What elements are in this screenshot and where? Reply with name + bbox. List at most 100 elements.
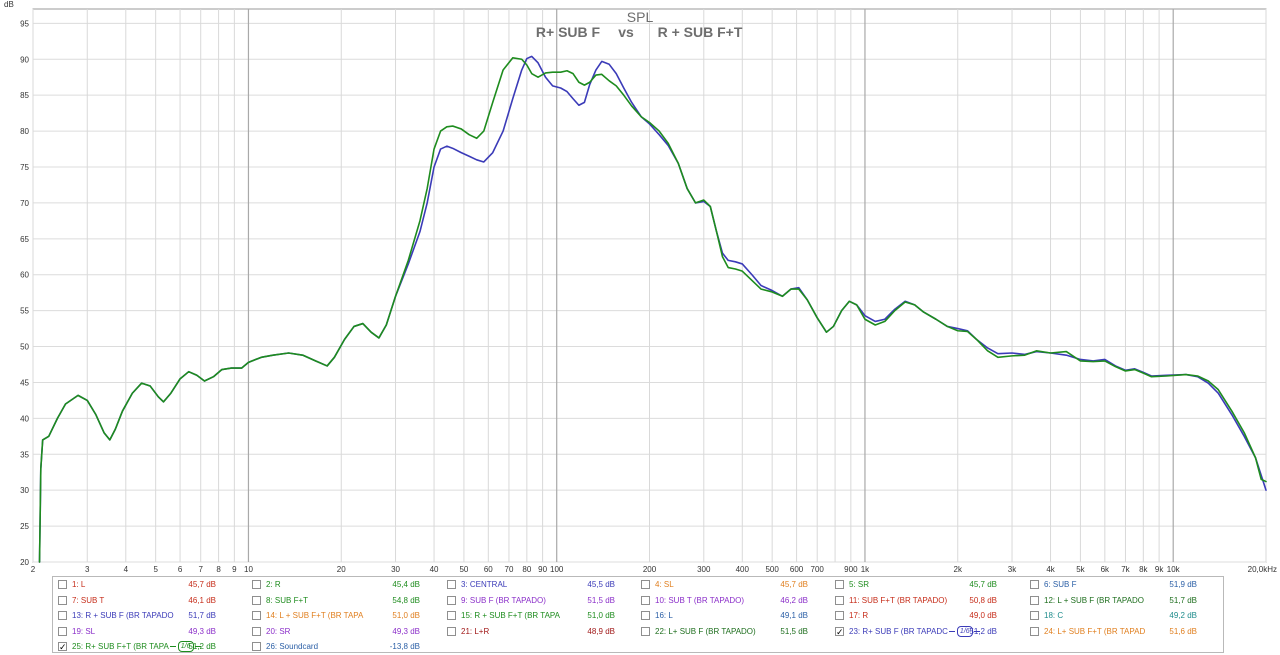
y-tick-label: 35 <box>20 450 29 459</box>
legend-checkbox[interactable] <box>447 595 456 605</box>
legend-checkbox[interactable]: ✓ <box>835 626 844 637</box>
x-tick-label: 500 <box>765 565 779 574</box>
legend-item[interactable]: 10: SUB T (BR TAPADO) 46,2 dB <box>641 594 831 608</box>
legend-checkbox[interactable] <box>447 611 456 620</box>
legend-item[interactable]: 5: SR 45,7 dB <box>835 578 1025 592</box>
x-tick-label: 7k <box>1121 565 1130 574</box>
legend-checkbox[interactable] <box>58 626 67 636</box>
legend-checkbox[interactable]: ✓ <box>58 642 67 652</box>
legend-checkbox[interactable] <box>58 580 67 589</box>
legend-item[interactable]: 6: SUB F 51,9 dB <box>1030 578 1220 592</box>
y-tick-label: 75 <box>20 163 29 172</box>
legend-line-swatch <box>194 646 201 648</box>
x-tick-label: 200 <box>643 565 657 574</box>
legend-item[interactable]: ✓ 23: R+ SUB F (BR TAPADC 1/6 51,2 dB <box>835 625 1025 639</box>
legend-line-swatch <box>169 646 176 648</box>
legend-checkbox[interactable] <box>252 580 261 589</box>
legend-checkbox[interactable] <box>835 611 844 620</box>
legend-value: 45,5 dB <box>587 580 615 589</box>
legend-item[interactable]: 11: SUB F+T (BR TAPADO) 50,8 dB <box>835 594 1025 608</box>
y-tick-label: 80 <box>20 127 29 136</box>
x-tick-label: 20 <box>337 565 346 574</box>
legend-item[interactable]: 7: SUB T 46,1 dB <box>58 594 248 608</box>
legend-value: 45,4 dB <box>392 580 420 589</box>
legend-checkbox[interactable] <box>1030 595 1039 605</box>
legend-checkbox[interactable] <box>1030 580 1039 589</box>
smoothing-badge[interactable]: 1/6 <box>177 641 194 653</box>
series-lines <box>38 55 1267 563</box>
legend-checkbox[interactable] <box>447 580 456 589</box>
legend-item[interactable]: 20: SR 49,3 dB <box>252 625 442 639</box>
x-tick-label: 100 <box>550 565 564 574</box>
x-tick-label: 600 <box>790 565 804 574</box>
legend-label: 25: R+ SUB F+T (BR TAPA 1/6 <box>72 640 201 654</box>
legend-item[interactable]: 4: SL 45,7 dB <box>641 578 831 592</box>
y-tick-label: 30 <box>20 486 29 495</box>
x-tick-label: 90 <box>538 565 547 574</box>
legend-checkbox[interactable] <box>641 580 650 589</box>
legend-item[interactable]: 12: L + SUB F (BR TAPADO 51,7 dB <box>1030 594 1220 608</box>
legend-checkbox[interactable] <box>835 580 844 589</box>
y-tick-label: 50 <box>20 343 29 352</box>
legend-checkbox[interactable] <box>252 642 261 651</box>
legend-item[interactable]: 19: SL 49,3 dB <box>58 625 248 639</box>
legend-label: 13: R + SUB F (BR TAPADO <box>72 611 174 620</box>
legend-item[interactable]: 1: L 45,7 dB <box>58 578 248 592</box>
smoothing-badge[interactable]: 1/6 <box>956 625 973 637</box>
x-tick-label: 700 <box>811 565 825 574</box>
legend-item[interactable]: 17: R 49,0 dB <box>835 609 1025 623</box>
legend-item[interactable]: 21: L+R 48,9 dB <box>447 625 637 639</box>
legend-checkbox[interactable] <box>641 595 650 605</box>
legend-label: 16: L <box>655 611 673 620</box>
legend-item[interactable]: 9: SUB F (BR TAPADO) 51,5 dB <box>447 594 637 608</box>
x-tick-label: 8k <box>1139 565 1148 574</box>
legend-checkbox[interactable] <box>58 611 67 620</box>
legend-checkbox[interactable] <box>835 595 844 605</box>
legend-item[interactable]: 13: R + SUB F (BR TAPADO 51,7 dB <box>58 609 248 623</box>
legend-label: 4: SL <box>655 580 674 589</box>
legend-value: 51,0 dB <box>587 611 615 620</box>
y-tick-label: 45 <box>20 378 29 387</box>
legend-item[interactable]: 2: R 45,4 dB <box>252 578 442 592</box>
legend-label: 12: L + SUB F (BR TAPADO <box>1044 595 1144 605</box>
legend-item[interactable]: 26: Soundcard -13,8 dB <box>252 640 442 654</box>
legend-item[interactable]: 18: C 49,2 dB <box>1030 609 1220 623</box>
legend-label: 23: R+ SUB F (BR TAPADC 1/6 <box>849 625 980 639</box>
legend-item[interactable]: 14: L + SUB F+T (BR TAPA 51,0 dB <box>252 609 442 623</box>
x-tick-label: 30 <box>391 565 400 574</box>
legend-value: 51,2 dB <box>969 626 997 636</box>
y-tick-labels: 20 25 30 35 40 45 50 55 60 65 70 75 80 85 90 95 <box>20 19 29 567</box>
y-tick-label: 20 <box>20 558 29 567</box>
legend-checkbox[interactable] <box>641 611 650 620</box>
legend-value: 48,9 dB <box>587 626 615 636</box>
legend-item[interactable]: ✓ 25: R+ SUB F+T (BR TAPA 1/6 51,2 dB <box>58 640 248 654</box>
x-tick-label: 7 <box>198 565 203 574</box>
x-tick-label: 60 <box>484 565 493 574</box>
legend-checkbox[interactable] <box>252 595 261 605</box>
legend-checkbox[interactable] <box>1030 626 1039 636</box>
x-tick-label: 300 <box>697 565 711 574</box>
legend-checkbox[interactable] <box>447 626 456 636</box>
legend-item[interactable]: 22: L+ SUB F (BR TAPADO) 51,5 dB <box>641 625 831 639</box>
grid-lines <box>32 9 1267 563</box>
legend-item[interactable]: 8: SUB F+T 54,8 dB <box>252 594 442 608</box>
x-tick-label: 400 <box>736 565 750 574</box>
legend-item[interactable]: 3: CENTRAL 45,5 dB <box>447 578 637 592</box>
legend-value: 51,7 dB <box>188 611 216 620</box>
legend-item[interactable]: 15: R + SUB F+T (BR TAPA 51,0 dB <box>447 609 637 623</box>
legend-item[interactable]: 24: L+ SUB F+T (BR TAPAD 51,6 dB <box>1030 625 1220 639</box>
legend-checkbox[interactable] <box>1030 611 1039 620</box>
legend-checkbox[interactable] <box>58 595 67 605</box>
legend-label: 22: L+ SUB F (BR TAPADO) <box>655 626 756 636</box>
legend-label: 8: SUB F+T <box>266 595 309 605</box>
chart-subtitle-right: R + SUB F+T <box>658 24 743 40</box>
legend-panel: 1: L 45,7 dB 7: SUB T 46,1 dB 13: R + SUB F … <box>52 576 1224 653</box>
y-tick-label: 85 <box>20 91 29 100</box>
x-tick-label: 9 <box>232 565 237 574</box>
x-tick-label: 20,0kHz <box>1248 565 1277 574</box>
legend-checkbox[interactable] <box>252 611 261 620</box>
legend-checkbox[interactable] <box>641 626 650 636</box>
legend-value: 51,6 dB <box>1169 626 1197 636</box>
legend-checkbox[interactable] <box>252 626 261 636</box>
legend-item[interactable]: 16: L 49,1 dB <box>641 609 831 623</box>
